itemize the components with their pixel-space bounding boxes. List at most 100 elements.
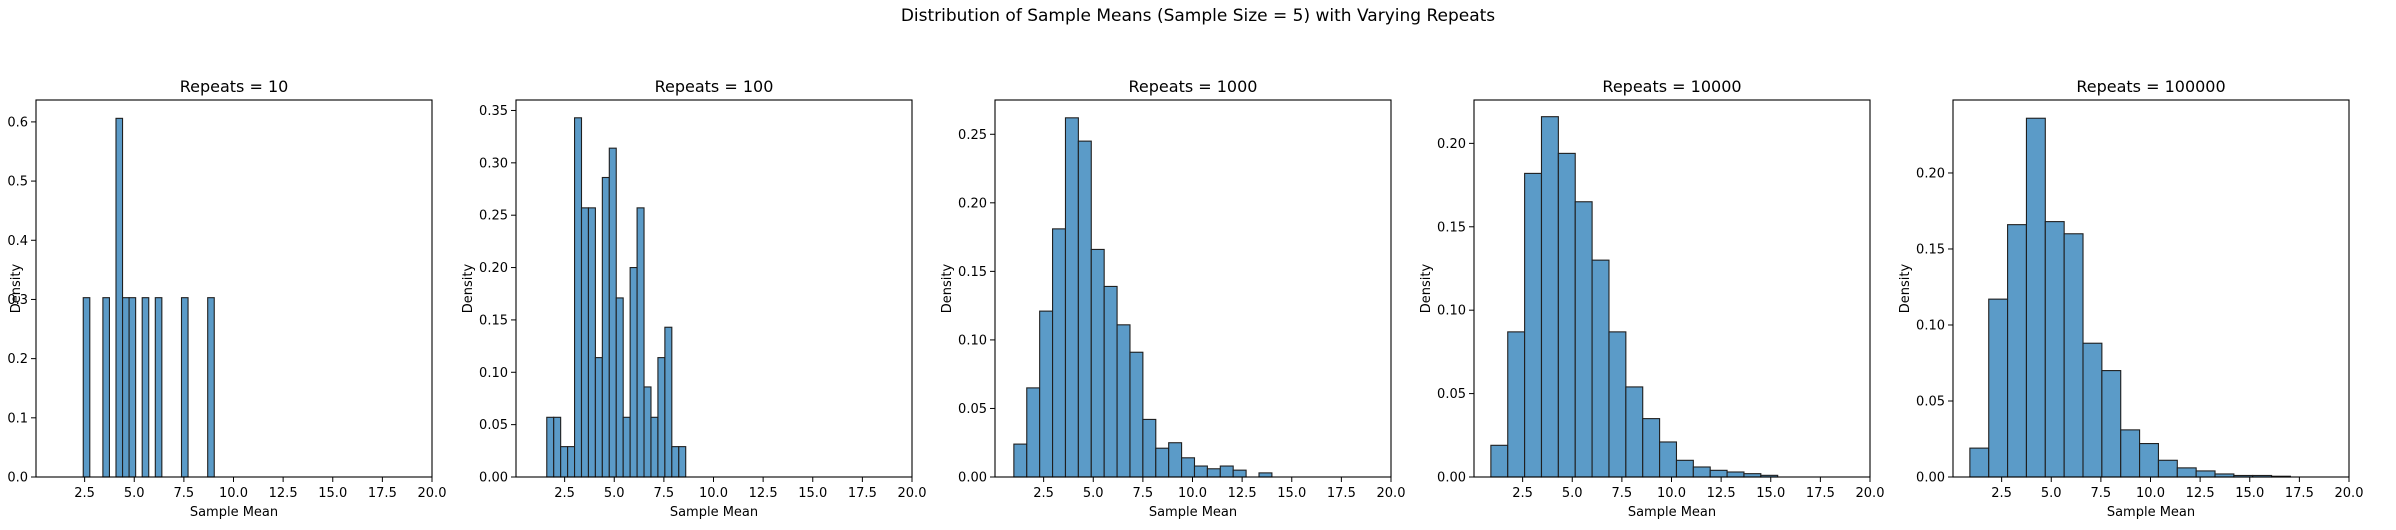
x-tick-label: 12.5 [749,486,778,501]
histogram-bar [102,297,110,478]
y-tick-label: 0.0 [7,471,28,486]
y-axis-label: Density [9,263,24,313]
x-tick-label: 15.0 [2235,486,2264,501]
histogram-bar [207,297,215,478]
histogram-bar [1142,418,1157,478]
histogram-bar [657,357,666,478]
x-tick-label: 2.5 [1991,486,2012,501]
histogram-bar [594,357,603,478]
histogram-bar [1659,441,1678,478]
x-tick-label: 10.0 [1178,486,1207,501]
x-axis-label: Sample Mean [1149,505,1237,520]
histogram-bar [1077,140,1092,478]
x-tick-label: 17.5 [368,486,397,501]
chart-panel: 2.5 5.0 7.5 10.0 12.5 15.0 17.5 20.0 0.00 0.05 0.1… [940,77,1405,520]
histogram-bar [2007,224,2027,478]
histogram-bar [587,207,596,478]
histogram-bar [1726,471,1745,478]
histogram-bar [1155,447,1170,478]
y-tick-label: 0.00 [958,471,987,486]
histogram-bar [1709,469,1728,478]
histogram-bar [1193,465,1208,478]
y-tick-label: 0.10 [1916,318,1945,333]
y-tick-label: 0.25 [479,209,508,224]
x-tick-label: 17.5 [848,486,877,501]
histogram-bar [1524,172,1543,478]
x-tick-label: 20.0 [2335,486,2364,501]
histogram-bar [1557,152,1576,478]
chart-title: Repeats = 10000 [1602,77,1741,96]
histogram-bar [1988,298,2009,478]
histogram-bar [2139,443,2159,478]
histogram-bar [2195,470,2216,478]
y-tick-label: 0.5 [7,175,28,190]
x-tick-label: 15.0 [1277,486,1306,501]
y-tick-label: 0.30 [479,156,508,171]
histogram-bar [141,297,150,478]
x-tick-label: 2.5 [554,486,575,501]
histogram-bar [82,297,91,478]
x-tick-label: 12.5 [1228,486,1257,501]
histogram-bar [1540,116,1559,478]
histogram-bar [546,416,555,478]
x-tick-label: 15.0 [798,486,827,501]
chart-panel: 2.5 5.0 7.5 10.0 12.5 15.0 17.5 20.0 0.00 0.05 0.1… [1898,77,2363,520]
x-axis-label: Sample Mean [190,505,278,520]
chart-title: Repeats = 10 [180,77,289,96]
x-tick-label: 20.0 [898,486,927,501]
x-tick-label: 7.5 [174,486,195,501]
histogram-bar [1625,386,1644,478]
y-tick-label: 0.15 [479,313,508,328]
histogram-bar [664,326,673,478]
histogram-bar [1969,447,1990,478]
y-tick-label: 0.00 [479,471,508,486]
histogram-bar [1591,259,1610,478]
figure-suptitle: Distribution of Sample Means (Sample Siz… [900,6,1496,26]
x-tick-label: 15.0 [318,486,347,501]
chart-panel: 2.5 5.0 7.5 10.0 12.5 15.0 17.5 20.0 0.00 0.05 0.1… [461,77,926,520]
histogram-bar [608,147,617,478]
y-tick-label: 0.05 [1916,394,1945,409]
y-tick-label: 0.10 [1437,304,1466,319]
x-tick-label: 12.5 [2186,486,2215,501]
histogram-bar [2082,342,2103,478]
histogram-bar [115,117,124,478]
histogram-bar [560,446,569,478]
histogram-bar [1090,248,1105,478]
x-tick-label: 17.5 [2285,486,2314,501]
histogram-bar [580,207,590,478]
histogram-bar [643,386,652,478]
y-tick-label: 0.20 [1916,166,1945,181]
histogram-bar [1258,472,1273,478]
x-axis-label: Sample Mean [670,505,758,520]
y-tick-label: 0.00 [1437,471,1466,486]
histogram-bar [629,267,638,478]
histogram-bar [1129,351,1144,478]
y-tick-label: 0.15 [1437,220,1466,235]
x-tick-label: 5.0 [1083,486,1104,501]
y-tick-label: 0.2 [7,352,28,367]
histogram-bar [1642,418,1661,478]
histogram-bar [567,446,576,478]
y-tick-label: 0.00 [1916,471,1945,486]
histogram-bar [574,117,583,478]
histogram-bar [2044,221,2065,478]
histogram-bar [1052,228,1067,478]
histogram-bar [1116,324,1131,478]
x-tick-label: 7.5 [1612,486,1633,501]
y-tick-label: 0.35 [479,104,508,119]
x-tick-label: 10.0 [699,486,728,501]
x-tick-label: 17.5 [1806,486,1835,501]
histogram-bar [1490,444,1509,478]
histogram-bar [1013,443,1028,478]
y-tick-label: 0.15 [1916,242,1945,257]
histogram-bar [553,416,562,478]
x-tick-label: 5.0 [1562,486,1583,501]
histogram-bar [650,416,659,478]
x-tick-label: 17.5 [1327,486,1356,501]
x-tick-label: 2.5 [74,486,95,501]
x-tick-label: 20.0 [1856,486,1885,501]
x-axis-label: Sample Mean [2107,505,2195,520]
histogram-bar [1692,466,1711,478]
y-tick-label: 0.10 [958,333,987,348]
